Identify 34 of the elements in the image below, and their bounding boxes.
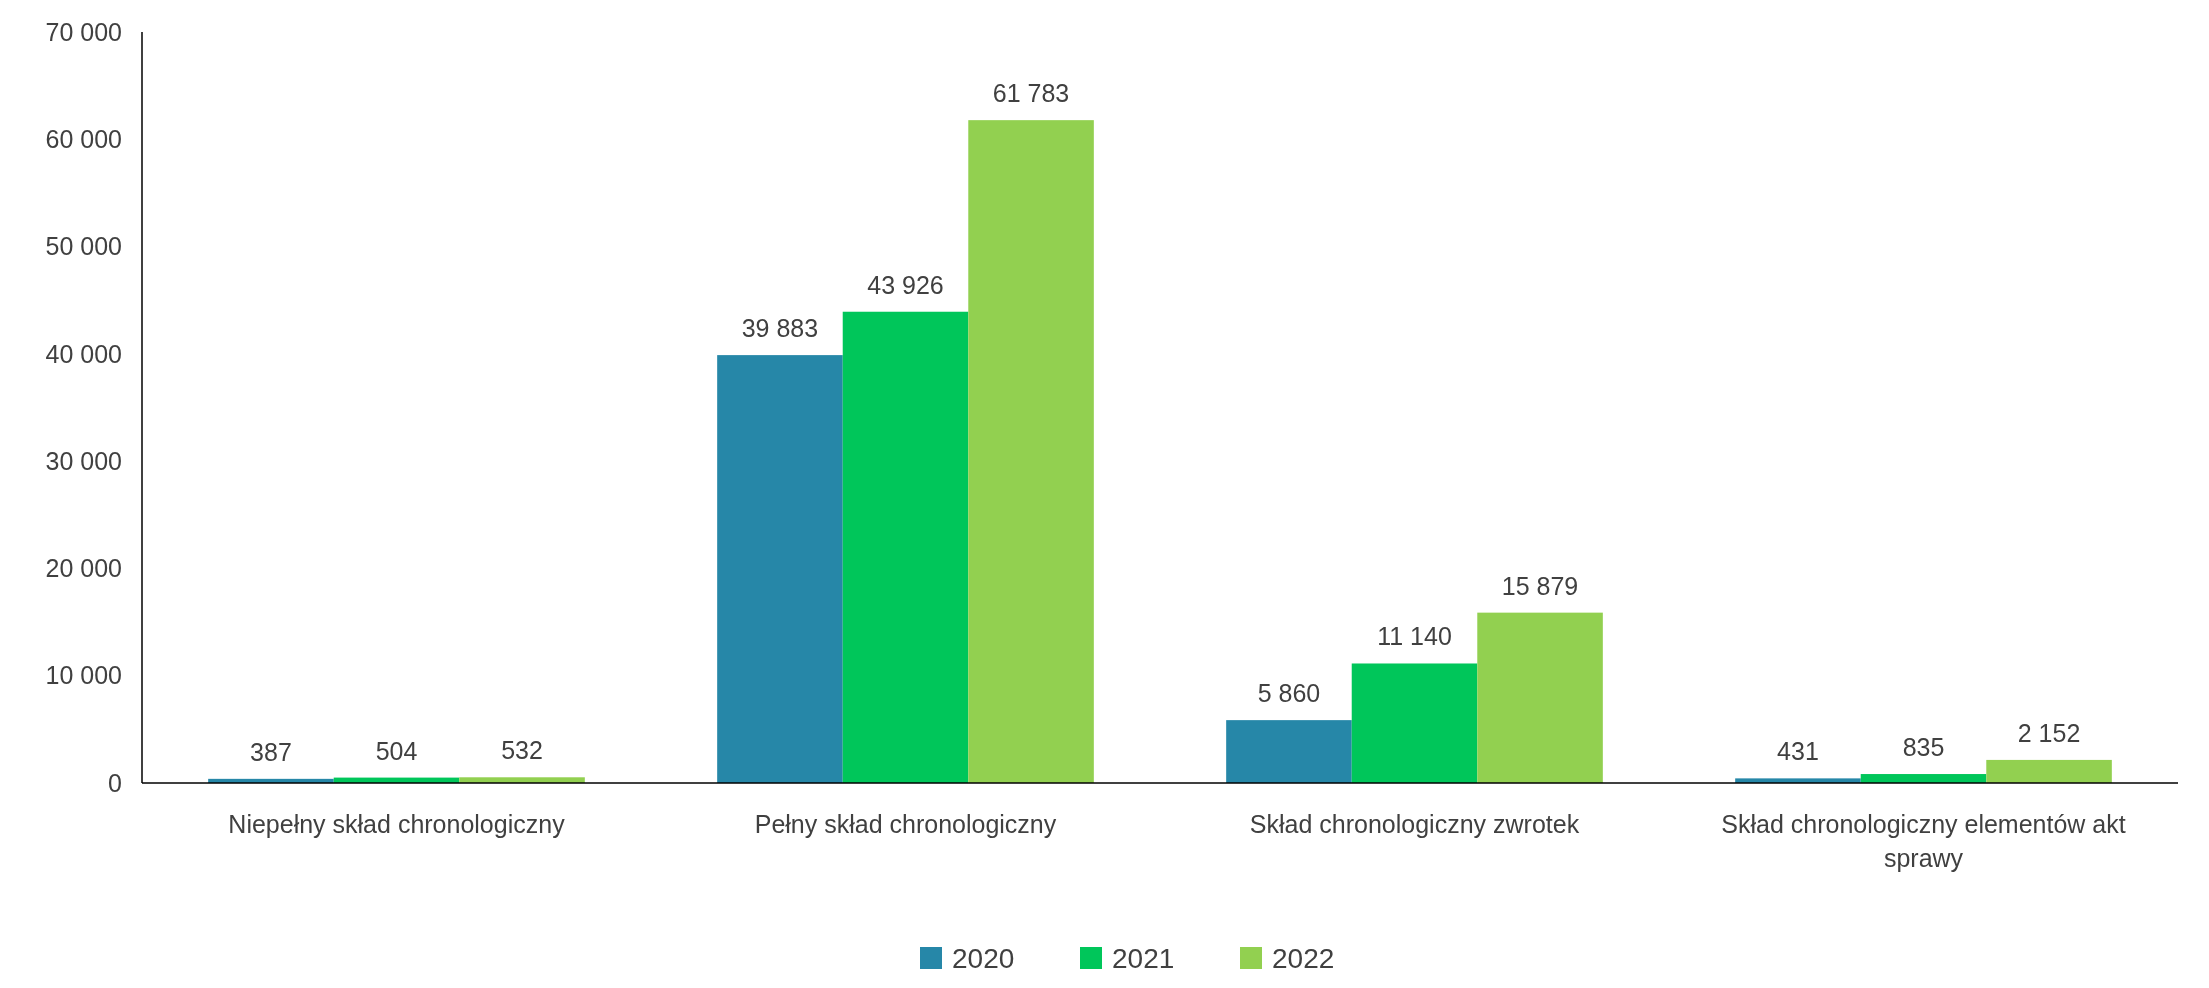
bar	[1986, 759, 2112, 783]
data-label: 39 883	[741, 314, 819, 343]
legend-label: 2020	[952, 942, 1015, 974]
data-label: 431	[1777, 737, 1819, 766]
y-tick-label: 40 000	[45, 339, 122, 368]
y-tick-label: 20 000	[45, 554, 122, 583]
bar	[842, 311, 969, 783]
x-tick-label: Skład chronologiczny elementów akt sprawy	[1721, 810, 2126, 872]
data-label: 2 152	[2017, 718, 2081, 747]
data-label: 835	[1902, 733, 1945, 762]
y-tick-label: 60 000	[45, 125, 122, 154]
bar	[717, 355, 843, 783]
data-label: 532	[501, 736, 543, 765]
data-label: 11 140	[1377, 622, 1452, 651]
y-tick-label: 30 000	[45, 446, 122, 475]
bar	[1226, 720, 1352, 783]
data-label: 5 860	[1257, 679, 1321, 708]
x-tick-label: Skład chronologiczny zwrotek	[1249, 810, 1580, 838]
x-tick-label: Niepełny skład chronologiczny	[228, 810, 566, 838]
bar	[1351, 663, 1478, 783]
bar	[1477, 612, 1603, 783]
legend-label: 2021	[1112, 942, 1175, 974]
data-label: 15 879	[1501, 571, 1579, 600]
data-label: 43 926	[867, 270, 944, 299]
y-tick-label: 70 000	[45, 17, 122, 46]
bar	[968, 120, 1094, 783]
y-tick-label: 0	[108, 768, 122, 797]
legend-label: 2022	[1272, 942, 1335, 974]
data-label: 504	[375, 736, 418, 765]
data-label: 387	[250, 737, 292, 766]
x-tick-label: Pełny skład chronologiczny	[754, 810, 1057, 838]
data-label: 61 783	[992, 79, 1070, 108]
y-tick-label: 50 000	[45, 232, 122, 261]
y-tick-label: 10 000	[45, 661, 122, 690]
